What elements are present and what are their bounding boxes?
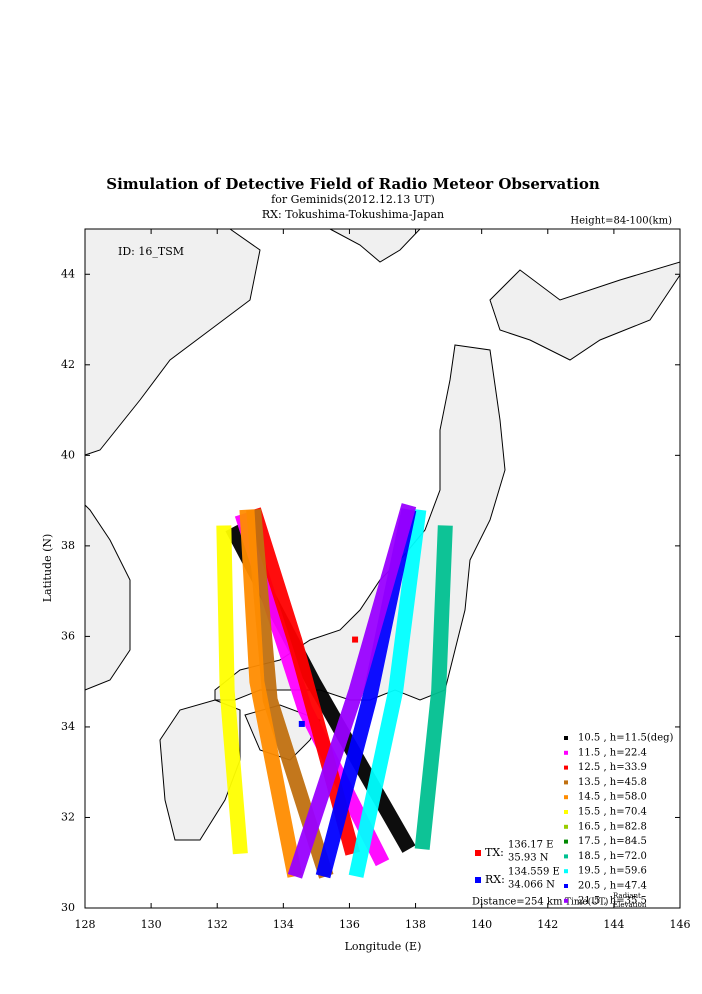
legend-label: 12.5 , h=33.9 [578,762,647,773]
x-tick-label: 134 [273,918,294,931]
x-axis-label: Longitude (E) [345,940,422,953]
x-tick-label: 140 [471,918,492,931]
station-legend-swatch [475,850,481,856]
y-tick-label: 30 [61,901,75,914]
legend-swatch [564,750,568,755]
land [489,261,681,361]
legend-swatch [564,869,568,874]
legend-swatch [564,854,568,859]
station-lon: 134.559 E [508,867,560,878]
y-axis-label: Latitude (N) [41,534,54,603]
legend-label: 19.5 , h=59.6 [578,866,647,877]
chart-title: Simulation of Detective Field of Radio M… [106,175,600,193]
y-tick-label: 42 [61,358,75,371]
station-legend-swatch [475,877,481,883]
station-label: TX: [485,846,504,859]
detection-band [287,503,417,879]
detection-band [216,525,248,855]
station-marker [352,636,359,643]
detection-band [414,525,453,850]
x-tick-label: 128 [75,918,96,931]
legend-label: 18.5 , h=72.0 [578,851,647,862]
detection-band [239,509,303,878]
legend-swatch [564,839,568,844]
distance: Distance=254 km [472,897,563,908]
land [159,699,241,841]
legend-label: 16.5 , h=82.8 [578,821,647,832]
legend-label: 17.5 , h=84.5 [578,836,647,847]
x-tick-label: 138 [405,918,426,931]
legend-label: 14.5 , h=58.0 [578,792,647,803]
y-tick-label: 44 [61,267,75,280]
y-tick-label: 34 [61,720,75,733]
legend-swatch [564,898,568,903]
height-note: Height=84-100(km) [570,216,672,227]
receiver: RX: Tokushima-Tokushima-Japan [262,208,444,221]
station-marker [298,720,305,727]
legend-swatch [564,780,568,785]
plot-border [84,228,681,909]
legend-time-header: Time(UT) [565,897,608,908]
id-label: ID: 16_TSM [118,245,184,258]
legend-label: 15.5 , h=70.4 [578,807,647,818]
legend-swatch [564,810,568,814]
legend-swatch [564,736,568,740]
station-lat: 35.93 N [508,853,549,864]
legend-elev-header: Elevation [613,901,647,909]
legend-label: 20.5 , h=47.4 [578,881,647,892]
x-tick-label: 142 [537,918,558,931]
station-label: RX: [485,873,505,886]
legend-swatch [564,765,568,770]
station-lat: 34.066 N [508,880,555,891]
legend-swatch [564,795,568,800]
detection-band [348,508,427,878]
x-tick-label: 144 [603,918,624,931]
land [84,228,261,456]
y-tick-label: 36 [61,629,75,642]
y-tick-label: 38 [61,539,75,552]
legend-swatch [564,824,568,829]
legend-swatch [564,884,568,888]
legend-label: 13.5 , h=45.8 [578,777,647,788]
x-tick-label: 132 [207,918,228,931]
legend-label: 10.5 , h=11.5(deg) [578,733,674,744]
x-tick-label: 136 [339,918,360,931]
x-tick-label: 146 [670,918,691,931]
y-tick-label: 32 [61,810,75,823]
y-tick-label: 40 [61,448,75,461]
legend-label: 21.5 , h=35.5 [578,895,647,906]
coastlines [84,228,681,841]
subtitle: for Geminids(2012.12.13 UT) [271,193,435,206]
legend-elev-header: Radiant [613,892,641,900]
x-tick-label: 130 [141,918,162,931]
legend-label: 11.5 , h=22.4 [578,747,647,758]
land [84,503,131,691]
station-lon: 136.17 E [508,840,553,851]
